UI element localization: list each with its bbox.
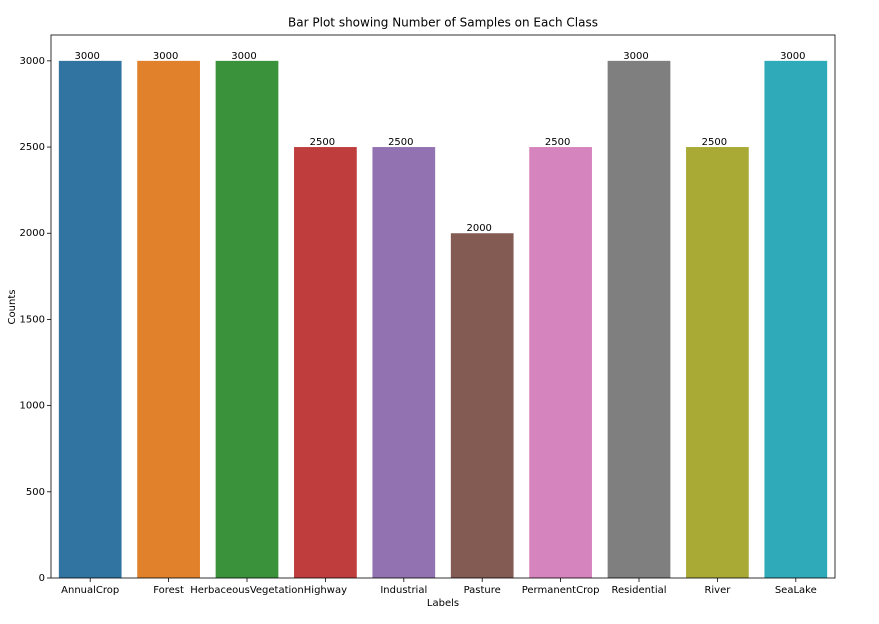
x-tick-label: PermanentCrop	[522, 585, 600, 596]
y-axis-label: Counts	[7, 290, 18, 325]
x-tick-label: Forest	[153, 585, 184, 596]
data-label: 3000	[780, 51, 805, 62]
y-tick-label: 1500	[20, 314, 45, 325]
bar	[529, 147, 592, 579]
bar	[372, 147, 436, 579]
bar	[764, 60, 828, 579]
data-label: 2000	[466, 223, 491, 234]
bar	[215, 60, 279, 579]
bar	[294, 147, 357, 579]
data-label: 3000	[231, 51, 256, 62]
bar	[607, 60, 671, 579]
x-tick-label: River	[704, 585, 731, 596]
bar	[686, 147, 749, 579]
bar	[137, 60, 200, 579]
data-label: 2500	[310, 137, 335, 148]
x-axis-label: Labels	[427, 598, 459, 609]
data-label: 2500	[702, 137, 727, 148]
x-tick-label: Highway	[304, 585, 347, 596]
y-tick-label: 0	[39, 573, 45, 584]
data-label: 3000	[74, 51, 99, 62]
plot-frame	[50, 34, 836, 579]
y-tick-label: 2500	[20, 142, 45, 153]
bar	[450, 233, 514, 578]
data-label: 3000	[153, 51, 178, 62]
bar	[58, 60, 122, 579]
data-label: 2500	[545, 137, 570, 148]
data-label: 2500	[388, 137, 413, 148]
x-tick-label: Residential	[611, 585, 666, 596]
chart-title: Bar Plot showing Number of Samples on Ea…	[288, 16, 598, 30]
y-tick-label: 1000	[20, 401, 45, 412]
x-tick-label: HerbaceousVegetation	[190, 585, 304, 596]
x-tick-label: Pasture	[464, 585, 501, 596]
x-tick-label: AnnualCrop	[61, 585, 119, 596]
y-tick-label: 2000	[20, 228, 45, 239]
y-tick-label: 500	[26, 487, 45, 498]
x-tick-label: Industrial	[380, 585, 427, 596]
x-tick-label: SeaLake	[775, 585, 817, 596]
data-label: 3000	[623, 51, 648, 62]
y-tick-label: 3000	[20, 56, 45, 67]
